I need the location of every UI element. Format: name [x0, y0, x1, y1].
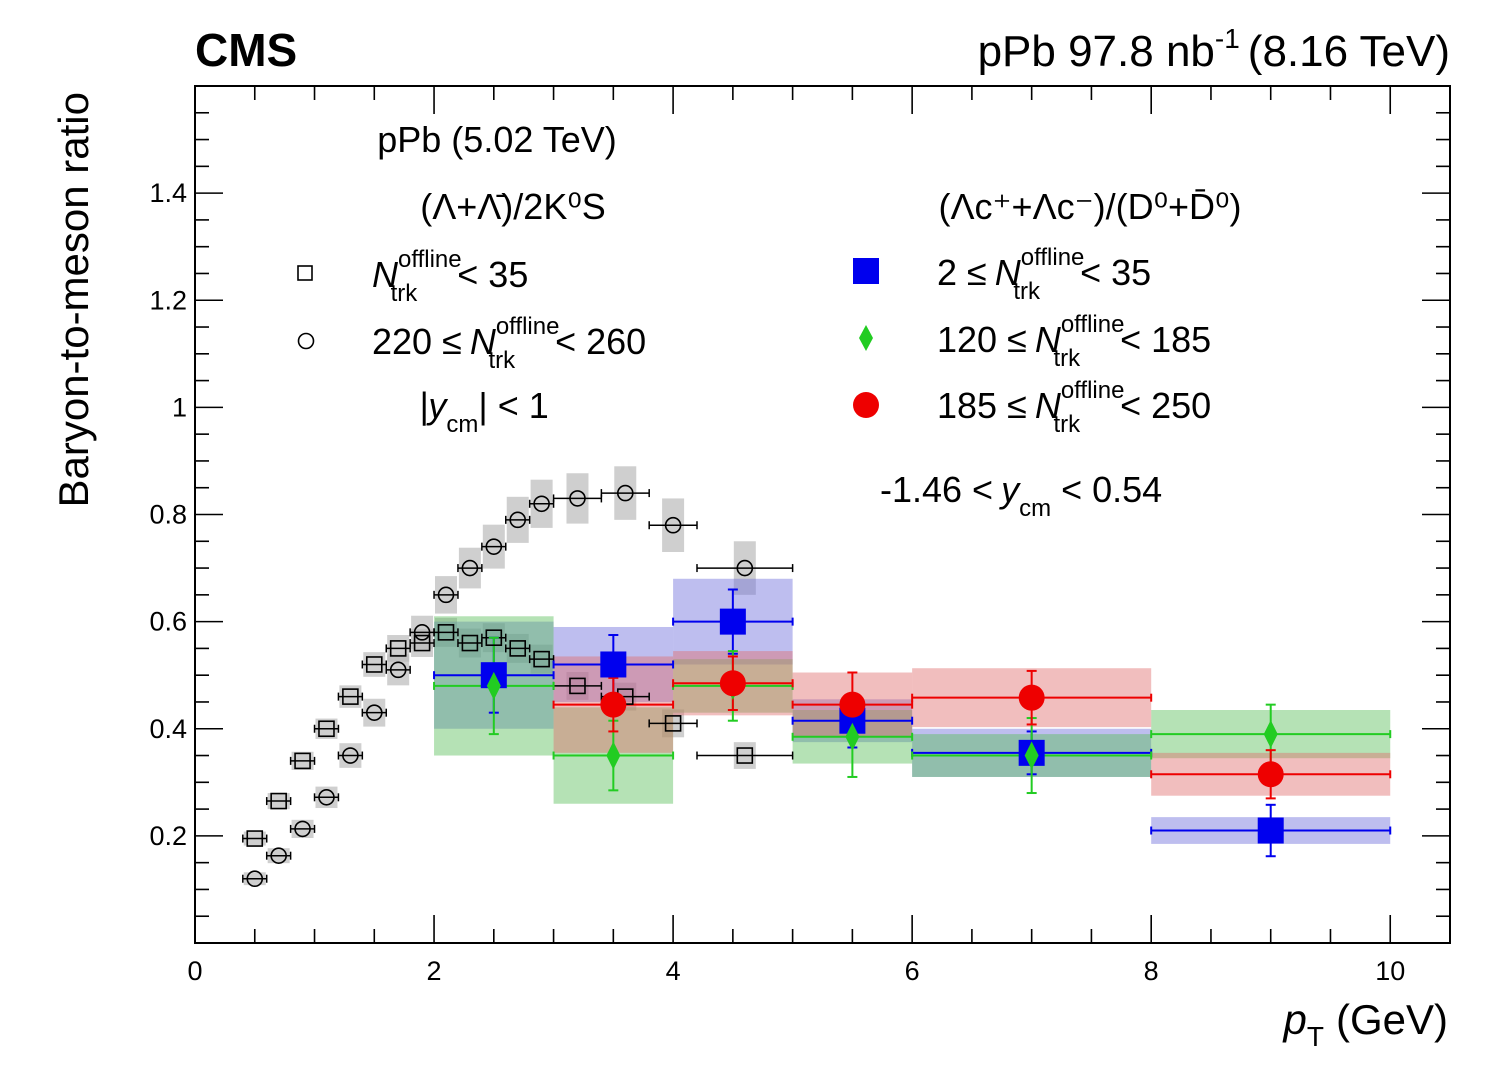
open-circle-point-9 [461, 559, 479, 577]
filled-diamond-point-0 [486, 671, 501, 700]
legend-filled-square-marker [853, 258, 879, 284]
legend-entry-ntrk-120-185: 120 ≤ Noffline trk < 185 [937, 311, 1211, 372]
legend-left-header: pPb (5.02 TeV) [377, 119, 616, 160]
y-tick-label: 0.2 [149, 821, 187, 851]
x-axis-unit: (GeV) [1336, 996, 1448, 1043]
legend-entry-ntrk-185-250: 185 ≤ Noffline trk < 250 [937, 377, 1211, 438]
open-square-point-12 [533, 650, 550, 668]
filled-circle-point-0 [600, 691, 627, 718]
legend-entry-suffix: < 35 [457, 254, 528, 295]
legend-right-ratio: (Λc⁺+Λc⁻)/(D⁰+D̄⁰) [939, 186, 1242, 227]
lumi-exponent: -1 [1215, 23, 1240, 54]
open-square-point-0 [246, 830, 264, 847]
systematic-bands-layer [243, 466, 1391, 886]
legend-entry-ntrk-220-260: 220 ≤ Noffline trk < 260 [372, 313, 646, 374]
open-square-point-13 [569, 677, 586, 695]
legend-open-square-marker [297, 265, 313, 281]
lumi-collision: pPb 97.8 nb [978, 27, 1215, 76]
lumi-energy: (8.16 TeV) [1248, 27, 1450, 76]
x-tick-label: 8 [1144, 956, 1159, 986]
experiment-label: CMS [195, 24, 297, 76]
x-tick-label: 0 [187, 956, 202, 986]
open-circle-point-3 [318, 789, 335, 806]
y-tick-label: 1.4 [149, 178, 187, 208]
legend-right-rapidity: -1.46 < ycm < 0.54 [880, 469, 1162, 522]
filled-circle-point-1 [719, 670, 746, 697]
x-axis-title: pT (GeV) [1282, 996, 1448, 1052]
y-tick-label: 0.4 [149, 714, 187, 744]
filled-diamond-point-5 [1263, 720, 1278, 749]
open-circle-point-6 [389, 661, 407, 679]
open-circle-point-4 [342, 747, 359, 764]
open-circle-point-11 [509, 511, 527, 529]
open-square-point-9 [461, 634, 479, 652]
open-square-point-2 [294, 752, 311, 770]
legend-right: (Λc⁺+Λc⁻)/(D⁰+D̄⁰) 2 ≤ Noffline trk < 35 12… [853, 186, 1241, 522]
legend-entry-ntrk-35: Noffline trk < 35 [372, 246, 528, 307]
legend-left-ratio: (Λ+Λ̄)/2K⁰S [420, 186, 606, 227]
open-square-point-6 [389, 640, 407, 657]
legend-filled-diamond-marker [859, 325, 873, 351]
open-square-point-8 [437, 624, 455, 641]
open-square-point-11 [509, 640, 527, 657]
open-circle-point-12 [533, 495, 550, 513]
open-circle-point-8 [437, 586, 455, 604]
open-circle-point-5 [365, 704, 383, 721]
legend-left-rapidity: |ycm| < 1 [419, 385, 549, 438]
open-square-point-16 [736, 747, 754, 764]
x-axis-subscript: T [1307, 1021, 1324, 1052]
open-circle-point-1 [270, 847, 287, 864]
legend-entry-ntrk-2-35: 2 ≤ Noffline trk < 35 [937, 244, 1151, 305]
x-tick-label: 2 [427, 956, 442, 986]
y-tick-label: 0.6 [149, 607, 187, 637]
filled-square-point-5 [1257, 817, 1284, 844]
filled-circle-point-2 [839, 691, 866, 718]
open-circle-point-14 [616, 484, 634, 502]
open-square-point-5 [365, 656, 383, 673]
y-tick-label: 1 [172, 392, 187, 422]
open-square-point-15 [664, 715, 682, 732]
y-tick-label: 1.2 [149, 285, 187, 315]
filled-diamond-point-3 [845, 722, 860, 751]
plot-frame [194, 85, 1451, 944]
open-circle-point-13 [569, 490, 586, 507]
filled-square-point-1 [600, 651, 627, 678]
filled-diamond-point-4 [1024, 741, 1039, 770]
x-tick-label: 6 [905, 956, 920, 986]
open-circle-point-0 [246, 870, 264, 888]
legend-open-circle-marker [297, 332, 315, 350]
axes-layer: 0 2 4 6 8 10 0.2 0.4 0.6 0.8 1 1.2 1.4 [149, 85, 1451, 986]
legend-entry-suffix: < 260 [555, 321, 646, 362]
open-circle-point-16 [736, 559, 754, 577]
x-tick-label: 10 [1375, 956, 1405, 986]
open-circle-point-15 [664, 516, 682, 534]
open-square-point-7 [413, 634, 431, 652]
filled-circle-point-3 [1018, 684, 1045, 711]
open-square-point-1 [270, 792, 287, 810]
markers-layer [246, 484, 1284, 888]
x-axis-symbol: p [1282, 996, 1307, 1043]
legend-entry-prefix: 220 ≤ [372, 321, 462, 362]
open-circle-point-2 [294, 820, 311, 838]
y-axis-title: Baryon-to-meson ratio [50, 92, 97, 508]
open-circle-point-7 [413, 624, 431, 641]
open-square-point-3 [318, 720, 335, 738]
open-square-point-10 [485, 629, 503, 646]
x-tick-label: 4 [666, 956, 681, 986]
open-circle-point-10 [485, 538, 503, 555]
lumi-label: pPb 97.8 nb-1 (8.16 TeV) [978, 23, 1450, 76]
filled-diamond-point-1 [606, 741, 621, 770]
open-square-point-4 [342, 688, 359, 705]
filled-circle-point-4 [1257, 761, 1284, 788]
filled-square-point-2 [719, 608, 746, 635]
y-tick-label: 0.8 [149, 500, 187, 530]
legend-left: pPb (5.02 TeV) (Λ+Λ̄)/2K⁰S Noffline trk < … [297, 119, 646, 438]
legend-filled-circle-marker [853, 392, 879, 418]
